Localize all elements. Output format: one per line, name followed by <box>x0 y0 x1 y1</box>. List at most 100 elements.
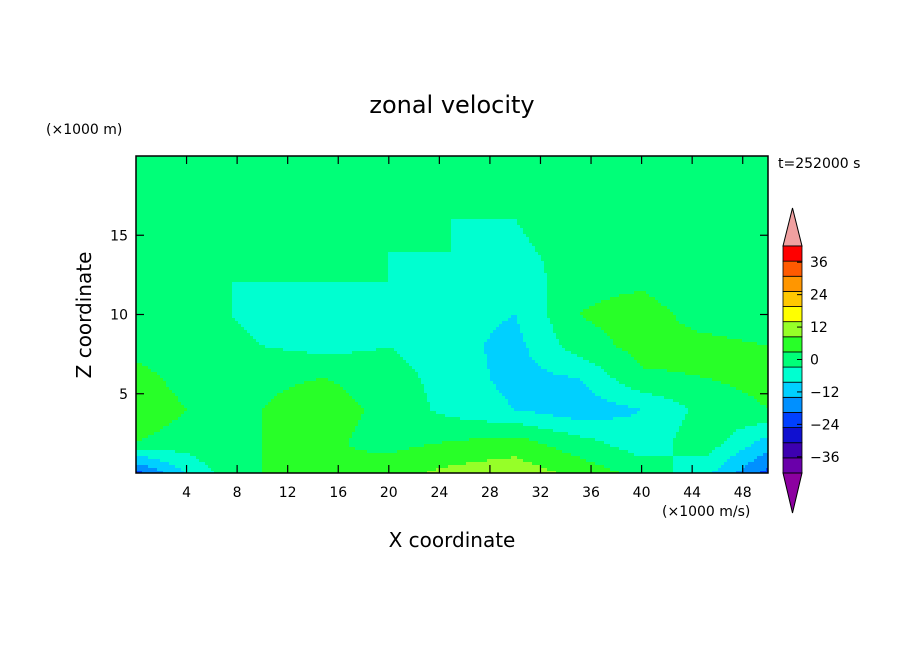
field-cell <box>511 168 515 172</box>
field-cell <box>184 177 188 181</box>
field-cell <box>466 171 470 175</box>
field-cell <box>307 204 311 208</box>
field-cell <box>463 195 467 199</box>
field-cell <box>430 168 434 172</box>
field-cell <box>592 162 596 166</box>
field-cell <box>355 216 359 220</box>
field-cell <box>748 201 752 205</box>
field-cell <box>556 213 560 217</box>
field-cell <box>346 207 350 211</box>
field-cell <box>277 162 281 166</box>
field-cell <box>592 201 596 205</box>
field-cell <box>643 183 647 187</box>
field-cell <box>712 189 716 193</box>
field-cell <box>472 189 476 193</box>
field-cell <box>553 219 557 223</box>
field-cell <box>358 213 362 217</box>
field-cell <box>718 219 722 223</box>
field-cell <box>736 207 740 211</box>
field-cell <box>283 174 287 178</box>
field-cell <box>535 195 539 199</box>
field-cell <box>271 210 275 214</box>
field-cell <box>547 177 551 181</box>
field-cell <box>370 207 374 211</box>
field-cell <box>346 189 350 193</box>
field-cell <box>580 219 584 223</box>
field-cell <box>319 222 323 226</box>
field-cell <box>295 186 299 190</box>
field-cell <box>256 204 260 208</box>
field-cell <box>481 165 485 169</box>
field-cell <box>712 195 716 199</box>
field-cell <box>676 195 680 199</box>
field-cell <box>727 216 731 220</box>
field-cell <box>226 201 230 205</box>
field-cell <box>541 204 545 208</box>
field-cell <box>721 183 725 187</box>
field-cell <box>406 219 410 223</box>
field-cell <box>379 201 383 205</box>
field-cell <box>343 210 347 214</box>
field-cell <box>487 180 491 184</box>
field-cell <box>424 204 428 208</box>
field-cell <box>748 210 752 214</box>
field-cell <box>322 180 326 184</box>
field-cell <box>442 222 446 226</box>
field-cell <box>382 204 386 208</box>
field-cell <box>409 210 413 214</box>
field-cell <box>298 186 302 190</box>
field-cell <box>358 186 362 190</box>
field-cell <box>220 195 224 199</box>
field-cell <box>202 219 206 223</box>
field-cell <box>325 219 329 223</box>
field-cell <box>679 189 683 193</box>
field-cell <box>553 174 557 178</box>
field-cell <box>628 219 632 223</box>
field-cell <box>457 219 461 223</box>
field-cell <box>292 204 296 208</box>
field-cell <box>523 216 527 220</box>
field-cell <box>601 219 605 223</box>
field-cell <box>601 192 605 196</box>
field-cell <box>370 162 374 166</box>
field-cell <box>616 171 620 175</box>
field-cell <box>610 207 614 211</box>
field-cell <box>244 180 248 184</box>
field-cell <box>592 210 596 214</box>
field-cell <box>718 210 722 214</box>
field-cell <box>259 171 263 175</box>
field-cell <box>565 165 569 169</box>
field-cell <box>685 192 689 196</box>
field-cell <box>247 192 251 196</box>
field-cell <box>325 177 329 181</box>
field-cell <box>703 204 707 208</box>
field-cell <box>223 165 227 169</box>
field-cell <box>637 216 641 220</box>
field-cell <box>643 165 647 169</box>
field-cell <box>304 207 308 211</box>
field-cell <box>706 189 710 193</box>
field-cell <box>514 162 518 166</box>
field-cell <box>385 159 389 163</box>
field-cell <box>448 192 452 196</box>
field-cell <box>151 186 155 190</box>
field-cell <box>502 174 506 178</box>
field-cell <box>211 210 215 214</box>
field-cell <box>385 186 389 190</box>
field-cell <box>670 162 674 166</box>
field-cell <box>259 165 263 169</box>
field-cell <box>307 216 311 220</box>
field-cell <box>451 207 455 211</box>
field-cell <box>415 195 419 199</box>
field-cell <box>232 204 236 208</box>
field-cell <box>166 198 170 202</box>
field-cell <box>724 165 728 169</box>
field-cell <box>727 189 731 193</box>
field-cell <box>655 174 659 178</box>
field-cell <box>520 171 524 175</box>
field-cell <box>442 204 446 208</box>
field-cell <box>412 195 416 199</box>
field-cell <box>148 165 152 169</box>
field-cell <box>673 222 677 226</box>
field-cell <box>448 186 452 190</box>
